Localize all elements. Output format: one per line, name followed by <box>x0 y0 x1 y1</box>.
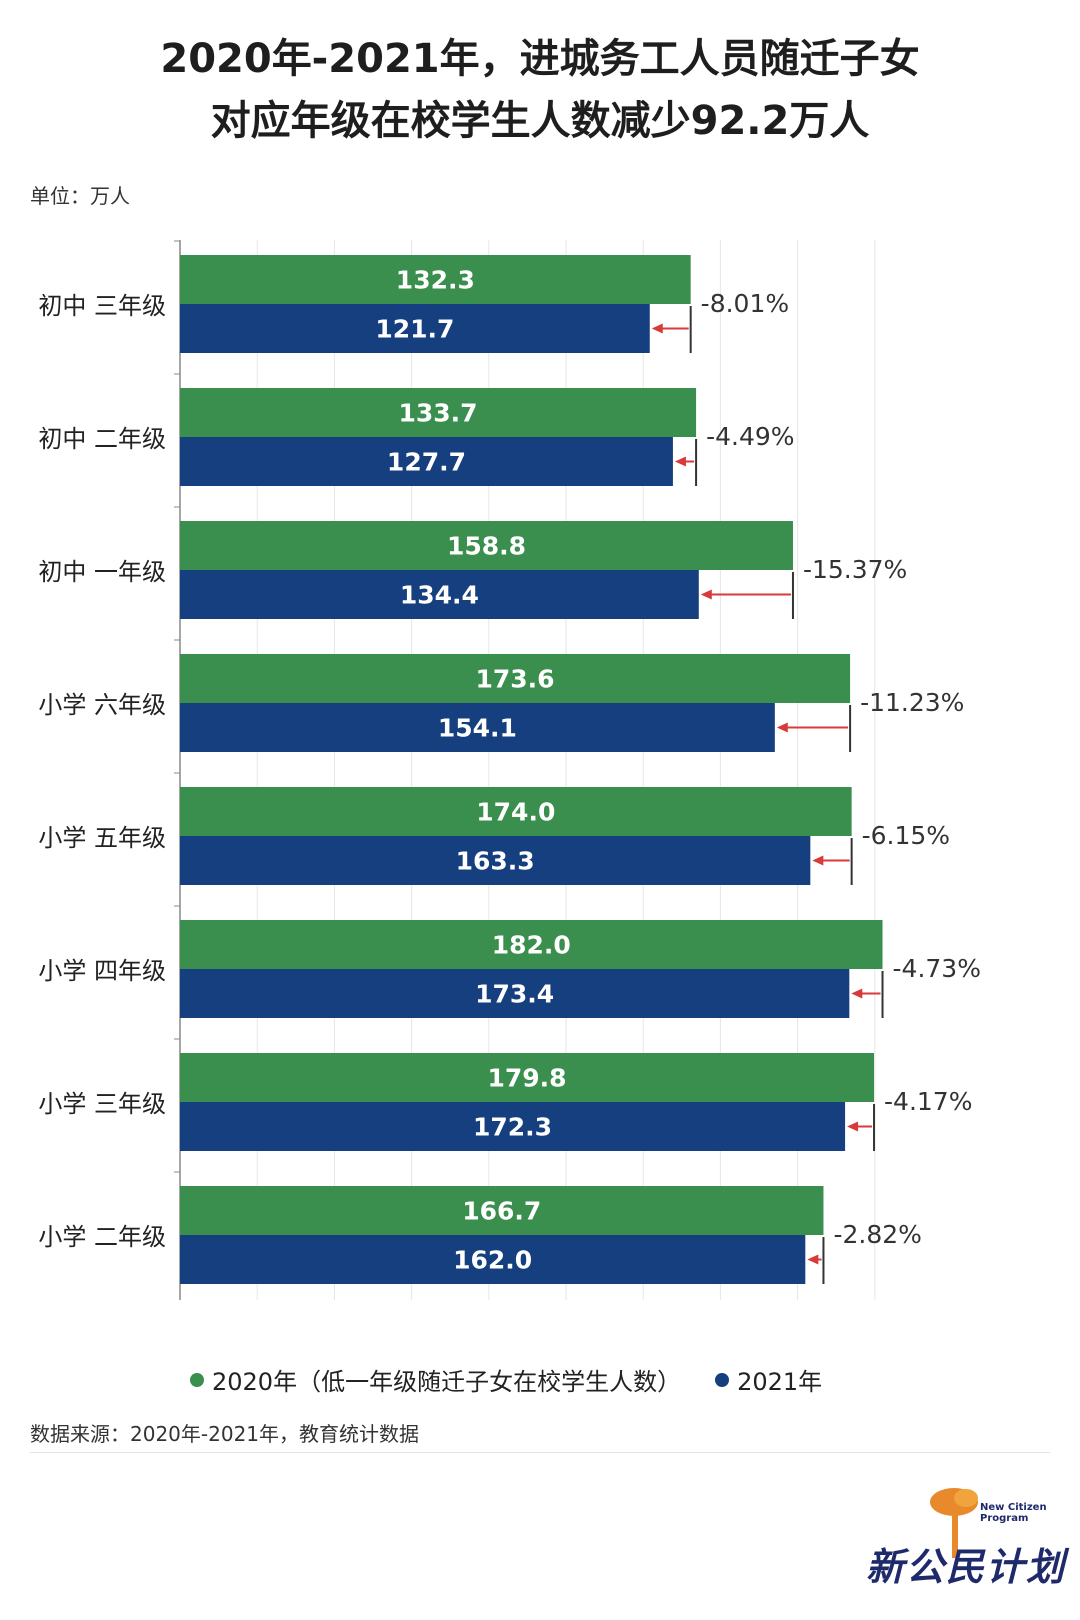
change-label: -8.01% <box>701 289 789 318</box>
data-label-2020: 173.6 <box>476 665 555 694</box>
change-arrow-head <box>674 456 686 467</box>
bar-2020 <box>180 388 697 437</box>
category-label: 初中 二年级 <box>38 425 166 453</box>
legend-dot-2021 <box>715 1372 730 1387</box>
bar-2020 <box>180 787 852 836</box>
bar-2021 <box>180 969 850 1018</box>
change-label: -4.49% <box>706 422 794 451</box>
data-label-2020: 133.7 <box>399 399 478 428</box>
chart-title-line-1: 2020年-2021年，进城务工人员随迁子女 <box>160 36 920 82</box>
bar-2021 <box>180 437 673 486</box>
bar-2020 <box>180 255 691 304</box>
brand-logo: New Citizen Program 新公民计划 <box>862 1480 1064 1590</box>
bar-2021 <box>180 304 650 353</box>
change-label: -11.23% <box>860 688 964 717</box>
category-label: 初中 三年级 <box>38 292 166 320</box>
bar-2020 <box>180 1186 824 1235</box>
unit-label: 单位：万人 <box>30 184 130 208</box>
change-label: -15.37% <box>803 555 907 584</box>
tree-logo-icon <box>930 1488 978 1558</box>
divider <box>30 1452 1050 1453</box>
chart-title-line-2: 对应年级在校学生人数减少92.2万人 <box>210 98 870 144</box>
bar-2020 <box>180 654 851 703</box>
data-label-2021: 162.0 <box>453 1246 532 1275</box>
data-label-2021: 154.1 <box>438 714 517 743</box>
bar-2020 <box>180 521 793 570</box>
bar-2021 <box>180 1102 846 1151</box>
data-label-2020: 158.8 <box>447 532 526 561</box>
legend-dot-2020 <box>190 1372 204 1387</box>
category-label: 初中 一年级 <box>38 558 166 586</box>
change-arrow-head <box>847 1121 859 1132</box>
bar-2021 <box>180 570 699 619</box>
bar-chart: 初中 三年级 132.3 121.7 -8.01% 初中 二年级 133.7 127.7 -4… <box>38 240 981 1300</box>
legend-item-2021: 2021年 <box>715 1362 822 1397</box>
bar-2021 <box>180 836 811 885</box>
category-label: 小学 三年级 <box>38 1090 166 1118</box>
data-label-2021: 127.7 <box>387 448 466 477</box>
change-label: -4.73% <box>893 954 981 983</box>
data-label-2020: 179.8 <box>487 1064 566 1093</box>
data-label-2021: 121.7 <box>375 315 454 344</box>
category-label: 小学 四年级 <box>38 957 166 985</box>
legend-label-2020: 2020年（低一年级随迁子女在校学生人数） <box>212 1368 682 1396</box>
legend-item-2020: 2020年（低一年级随迁子女在校学生人数） <box>190 1362 681 1397</box>
data-source: 数据来源：2020年-2021年，教育统计数据 <box>30 1422 420 1446</box>
change-arrow-head <box>851 988 863 999</box>
data-label-2020: 132.3 <box>396 266 475 295</box>
change-arrow-head <box>812 855 824 866</box>
change-arrow-head <box>807 1254 819 1265</box>
logo-text: 新公民计划 <box>866 1545 1067 1589</box>
change-label: -2.82% <box>833 1220 921 1249</box>
data-label-2020: 174.0 <box>476 798 555 827</box>
bar-2021 <box>180 703 775 752</box>
legend-label-2021: 2021年 <box>737 1368 823 1396</box>
change-arrow-head <box>651 323 663 334</box>
change-label: -6.15% <box>862 821 950 850</box>
change-label: -4.17% <box>884 1087 972 1116</box>
bar-2020 <box>180 1053 875 1102</box>
data-label-2020: 182.0 <box>492 931 571 960</box>
legend: 2020年（低一年级随迁子女在校学生人数） 2021年 <box>190 1362 856 1397</box>
category-label: 小学 二年级 <box>38 1223 166 1251</box>
data-label-2021: 173.4 <box>475 980 554 1009</box>
change-arrow-head <box>776 722 788 733</box>
data-label-2021: 163.3 <box>456 847 535 876</box>
data-label-2020: 166.7 <box>462 1197 541 1226</box>
data-label-2021: 134.4 <box>400 581 479 610</box>
logo-small-text: New Citizen Program <box>980 1502 1047 1524</box>
category-label: 小学 六年级 <box>38 691 166 719</box>
data-label-2021: 172.3 <box>473 1113 552 1142</box>
change-arrow-head <box>700 589 712 600</box>
chart-title: 2020年-2021年，进城务工人员随迁子女 对应年级在校学生人数减少92.2万… <box>0 28 1080 152</box>
bar-2021 <box>180 1235 806 1284</box>
category-label: 小学 五年级 <box>38 824 166 852</box>
bar-2020 <box>180 920 883 969</box>
